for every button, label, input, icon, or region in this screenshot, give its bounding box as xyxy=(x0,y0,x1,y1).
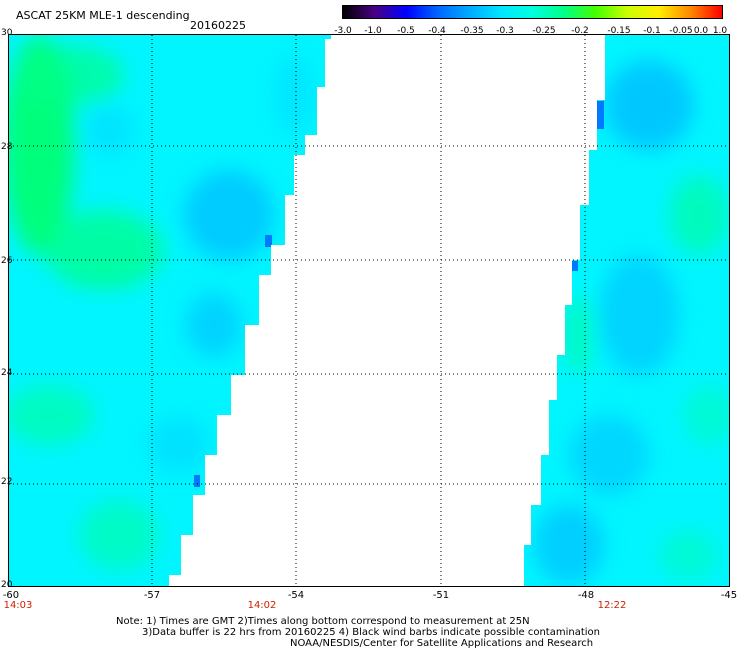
lat-label: 24 xyxy=(1,368,13,378)
lon-label: -60 xyxy=(2,590,20,601)
scale-label: -0.15 xyxy=(607,26,631,36)
color-scale-bar xyxy=(342,5,723,19)
scale-label: -0.3 xyxy=(496,26,514,36)
note-line-1: Note: 1) Times are GMT 2)Times along bot… xyxy=(116,616,530,627)
scale-label: -0.4 xyxy=(428,26,446,36)
lon-label: -48 xyxy=(577,590,595,601)
lat-label: 28 xyxy=(1,142,13,152)
scale-label: 0.0 xyxy=(693,26,709,36)
wind-data-map xyxy=(8,34,730,587)
lon-label: -45 xyxy=(720,590,738,601)
scale-label: -0.2 xyxy=(571,26,589,36)
scale-label: -3.0 xyxy=(334,26,352,36)
lat-label: 22 xyxy=(1,477,13,487)
lat-label: 30 xyxy=(1,28,13,38)
note-line-2: 3)Data buffer is 22 hrs from 20160225 4)… xyxy=(142,627,600,638)
scale-label: -0.35 xyxy=(460,26,484,36)
scale-label: -0.5 xyxy=(397,26,415,36)
lon-label: -57 xyxy=(143,590,161,601)
lon-label: -51 xyxy=(432,590,450,601)
time-label: 14:03 xyxy=(3,600,33,611)
lon-label: -54 xyxy=(287,590,305,601)
time-label: 12:22 xyxy=(597,600,627,611)
product-title: ASCAT 25KM MLE-1 descending xyxy=(16,9,190,22)
map-plot-area xyxy=(9,35,729,586)
left-swath xyxy=(9,35,331,586)
right-swath xyxy=(524,35,729,586)
lat-label: 20 xyxy=(1,580,13,590)
lat-label: 26 xyxy=(1,256,13,266)
time-label: 14:02 xyxy=(247,600,277,611)
scale-label: 1.0 xyxy=(712,26,728,36)
product-date: 20160225 xyxy=(190,19,246,32)
scale-label: -0.1 xyxy=(643,26,661,36)
scale-label: -0.25 xyxy=(532,26,556,36)
scale-label: -1.0 xyxy=(364,26,382,36)
lat-lon-grid xyxy=(9,35,729,586)
scale-label: -0.05 xyxy=(669,26,693,36)
note-line-3: NOAA/NESDIS/Center for Satellite Applica… xyxy=(290,638,594,649)
